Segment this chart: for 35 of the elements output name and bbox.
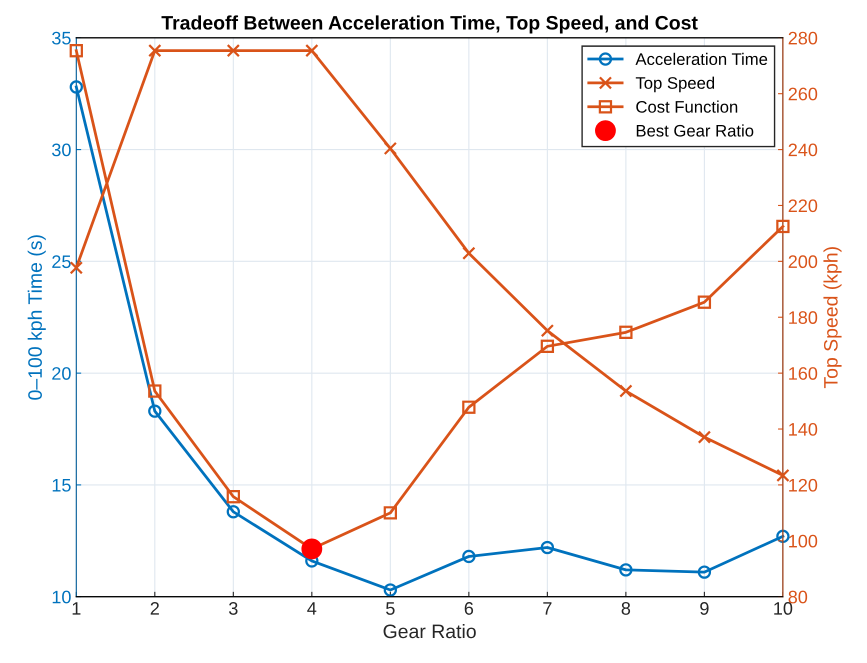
x-tick-label: 4 xyxy=(307,602,316,615)
y-axis-title: 0–100 kph Time (s) xyxy=(28,235,46,400)
y2-tick-label: 280 xyxy=(788,32,818,45)
x-tick-label: 5 xyxy=(386,602,395,615)
y-tick-label: 10 xyxy=(52,590,71,604)
y2-tick-label: 260 xyxy=(788,88,818,100)
x-axis-title: Gear Ratio xyxy=(384,624,476,638)
y-tick-label: 30 xyxy=(52,144,71,156)
y-tick-label: 35 xyxy=(52,32,71,45)
chart-title: Tradeoff Between Acceleration Time, Top Speed, and Cost xyxy=(162,15,698,34)
x-tick-label: 7 xyxy=(543,602,552,615)
y-tick-label: 25 xyxy=(52,255,71,268)
y2-tick-label: 80 xyxy=(788,590,808,604)
x-tick-label: 6 xyxy=(464,602,474,615)
y2-tick-label: 200 xyxy=(788,255,818,268)
y2-tick-label: 140 xyxy=(789,422,818,436)
y-tick-label: 15 xyxy=(52,479,71,492)
legend-label: Cost Function xyxy=(636,100,738,113)
x-tick-label: 2 xyxy=(150,602,159,615)
y2-tick-label: 160 xyxy=(789,367,818,380)
legend-label: Acceleration Time xyxy=(635,52,768,66)
y-tick-label: 20 xyxy=(52,367,71,380)
y2-axis-title: Top Speed (kph) xyxy=(823,247,842,388)
x-tick-label: 8 xyxy=(622,602,630,615)
legend-label: Top Speed xyxy=(636,76,714,92)
x-tick-label: 9 xyxy=(700,602,709,615)
y2-tick-label: 100 xyxy=(789,534,818,548)
y2-tick-label: 180 xyxy=(789,311,818,324)
x-tick-label: 1 xyxy=(72,602,80,615)
legend-label: Best Gear Ratio xyxy=(636,124,754,137)
y2-tick-label: 240 xyxy=(788,144,818,156)
y2-tick-label: 120 xyxy=(789,478,818,492)
y2-tick-label: 220 xyxy=(788,199,818,212)
x-tick-label: 10 xyxy=(774,602,792,615)
x-tick-label: 3 xyxy=(228,602,238,615)
